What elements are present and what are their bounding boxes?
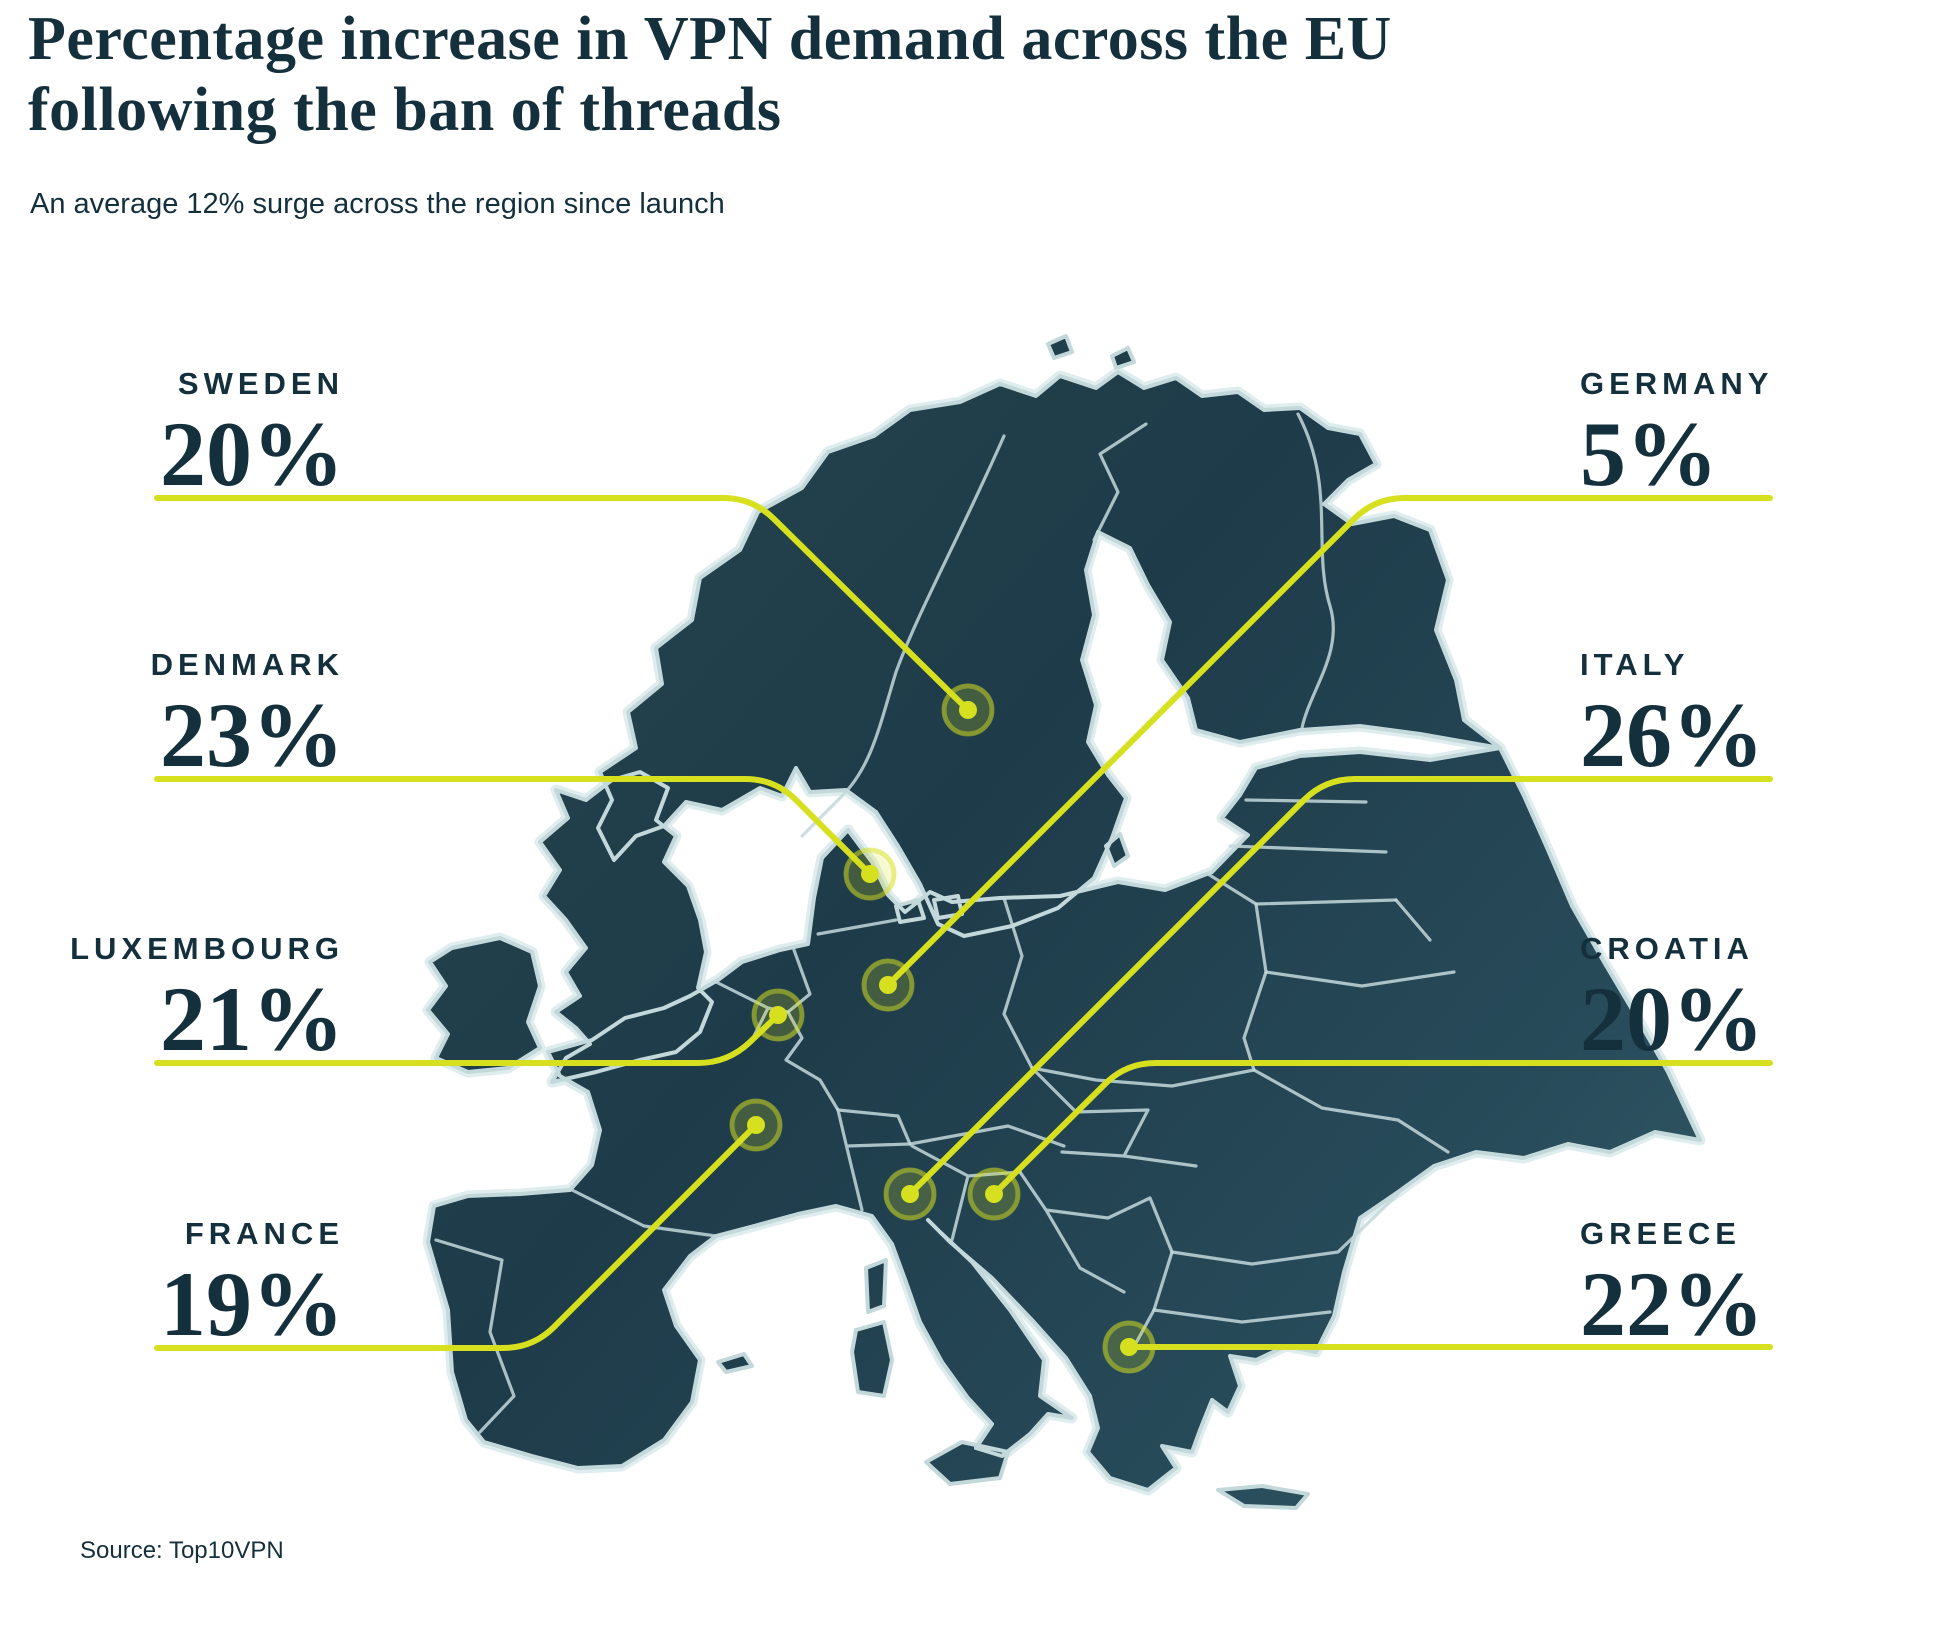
map-marker-greece (1102, 1320, 1156, 1374)
country-label-luxembourg: LUXEMBOURG 21% (70, 931, 344, 1070)
map-marker-luxembourg (751, 988, 805, 1042)
map-marker-sweden (941, 683, 995, 737)
country-name: GREECE (1580, 1216, 1741, 1251)
country-label-italy: ITALY 26% (1580, 647, 1764, 786)
country-value: 21% (160, 968, 344, 1070)
country-value: 23% (160, 684, 344, 786)
country-name: SWEDEN (177, 366, 344, 401)
callout-lines (154, 495, 1773, 1351)
callout-line-luxembourg (154, 1012, 781, 1066)
country-name: LUXEMBOURG (70, 931, 344, 966)
country-label-croatia: CROATIA 20% (1580, 931, 1764, 1070)
country-name: DENMARK (150, 647, 344, 682)
callout-line-germany (885, 495, 1773, 988)
map-markers (729, 683, 1156, 1374)
country-label-denmark: DENMARK 23% (150, 647, 344, 786)
country-name: CROATIA (1580, 931, 1754, 966)
map-marker-france (729, 1098, 783, 1152)
map-land (426, 334, 1702, 1510)
map-marker-germany (861, 958, 915, 1012)
callout-line-sweden (154, 495, 971, 713)
callout-line-croatia (991, 1060, 1773, 1197)
country-name: FRANCE (184, 1216, 344, 1251)
country-label-germany: GERMANY 5% (1580, 366, 1774, 505)
country-label-greece: GREECE 22% (1580, 1216, 1764, 1355)
country-value: 19% (160, 1253, 344, 1355)
country-label-france: FRANCE 19% (160, 1216, 344, 1355)
callout-line-denmark (154, 776, 873, 877)
map-borders (434, 412, 1456, 1434)
country-value: 20% (160, 403, 344, 505)
callout-line-france (154, 1122, 759, 1351)
country-value: 22% (1580, 1253, 1764, 1355)
country-label-sweden: SWEDEN 20% (160, 366, 344, 505)
country-value: 26% (1580, 684, 1764, 786)
map-marker-croatia (967, 1167, 1021, 1221)
source-note: Source: Top10VPN (80, 1537, 284, 1564)
callout-line-italy (907, 776, 1773, 1197)
page-title: Percentage increase in VPN demand across… (28, 5, 1392, 145)
map-marker-denmark (843, 847, 897, 901)
country-name: ITALY (1580, 647, 1690, 682)
country-name: GERMANY (1580, 366, 1774, 401)
country-value: 5% (1580, 403, 1718, 505)
subtitle: An average 12% surge across the region s… (30, 188, 725, 220)
map-marker-italy (883, 1167, 937, 1221)
country-value: 20% (1580, 968, 1764, 1070)
